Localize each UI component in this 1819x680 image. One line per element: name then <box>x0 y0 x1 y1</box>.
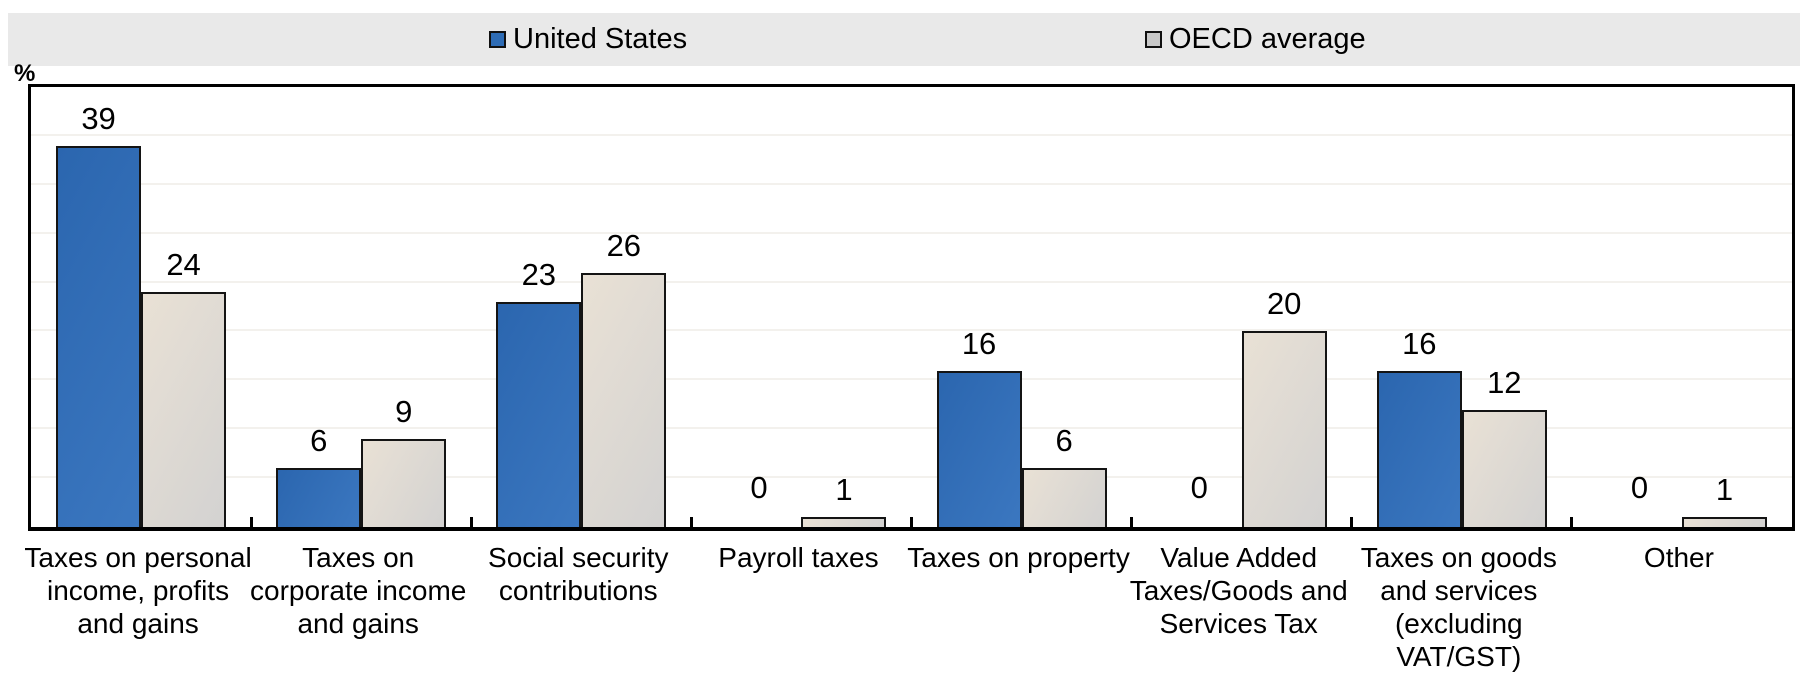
bar-cell: 0 <box>1597 87 1682 527</box>
x-axis-label: Value Added Taxes/Goods and Services Tax <box>1129 542 1348 639</box>
bar-oecd-average <box>141 292 227 527</box>
bar-group: 39 24 <box>31 87 251 527</box>
x-axis-tick <box>1130 517 1134 527</box>
x-axis-label: Payroll taxes <box>718 542 879 573</box>
bar-cell: 0 <box>1157 87 1242 527</box>
bar-group: 23 26 <box>471 87 691 527</box>
gridline <box>31 329 1792 332</box>
gridline <box>31 280 1792 283</box>
gridline <box>31 133 1792 136</box>
bar-united-states <box>496 302 582 527</box>
bar-cell: 12 <box>1461 87 1547 527</box>
bar-oecd-average <box>1681 517 1767 527</box>
plot-area: 39 24 6 9 23 26 0 1 16 6 0 20 16 12 0 1 <box>28 84 1795 531</box>
bar-value-label: 0 <box>1190 470 1208 505</box>
bar-oecd-average <box>581 273 667 527</box>
bar-oecd-average <box>1021 468 1107 527</box>
bar-value-label: 16 <box>1402 326 1437 361</box>
legend-label-united-states: United States <box>513 23 688 55</box>
legend: United States OECD average <box>8 13 1800 66</box>
bar-oecd-average <box>1461 410 1547 527</box>
bar-oecd-average <box>361 439 447 527</box>
bar-oecd-average <box>801 517 887 527</box>
x-axis-label: Taxes on corporate income and gains <box>250 542 467 639</box>
bar-cell: 0 <box>716 87 801 527</box>
bar-value-label: 0 <box>750 470 768 505</box>
bar-cell: 23 <box>496 87 582 527</box>
bar-value-label: 23 <box>521 257 557 292</box>
bar-united-states <box>1376 371 1462 527</box>
bar-value-label: 6 <box>1055 423 1073 458</box>
legend-item-oecd-average: OECD average <box>1145 13 1366 66</box>
x-axis-labels: Taxes on personal income, profits and ga… <box>24 541 1795 680</box>
bar-groups: 39 24 6 9 23 26 0 1 16 6 0 20 16 12 0 1 <box>31 87 1792 527</box>
legend-label-oecd-average: OECD average <box>1169 23 1366 55</box>
bar-united-states <box>936 371 1022 527</box>
gridline <box>31 182 1792 185</box>
x-axis-tick <box>469 517 473 527</box>
bar-cell: 6 <box>276 87 362 527</box>
legend-item-united-states: United States <box>489 13 687 66</box>
gridline <box>31 476 1792 479</box>
bar-cell: 1 <box>1681 87 1767 527</box>
x-axis-tick <box>1570 517 1574 527</box>
bar-value-label: 1 <box>1715 472 1734 507</box>
bar-cell: 6 <box>1021 87 1107 527</box>
x-axis-tick <box>689 517 693 527</box>
bar-cell: 20 <box>1241 87 1327 527</box>
x-axis-label: Social security contributions <box>488 542 669 606</box>
bar-cell: 9 <box>361 87 447 527</box>
x-axis-tick <box>910 517 913 527</box>
bar-value-label: 26 <box>606 228 642 263</box>
bar-cell: 16 <box>936 87 1022 527</box>
bar-value-label: 39 <box>81 101 116 136</box>
bar-cell: 16 <box>1376 87 1462 527</box>
bar-value-label: 20 <box>1266 286 1302 321</box>
bar-united-states <box>56 146 142 527</box>
united-states-swatch-icon <box>489 31 506 48</box>
bar-united-states <box>276 468 362 527</box>
bar-value-label: 6 <box>310 423 328 458</box>
x-axis-tick <box>249 517 253 527</box>
bar-group: 0 20 <box>1132 87 1352 527</box>
bar-value-label: 24 <box>166 247 201 282</box>
x-axis-label: Other <box>1643 542 1714 573</box>
x-axis-label: Taxes on goods and services (excluding V… <box>1360 542 1557 672</box>
bar-cell: 24 <box>141 87 227 527</box>
x-axis-label: Taxes on property <box>907 542 1130 573</box>
bar-value-label: 1 <box>835 472 853 507</box>
bar-value-label: 12 <box>1487 365 1522 400</box>
oecd-average-swatch-icon <box>1145 31 1162 48</box>
x-axis-tick <box>1350 517 1354 527</box>
bar-value-label: 0 <box>1630 470 1649 505</box>
bar-cell: 39 <box>56 87 142 527</box>
bar-group: 16 12 <box>1352 87 1572 527</box>
bar-oecd-average <box>1241 331 1327 527</box>
gridline <box>31 378 1792 381</box>
y-axis-unit-label: % <box>14 60 36 87</box>
bar-cell: 1 <box>801 87 887 527</box>
bar-cell: 26 <box>581 87 667 527</box>
bar-value-label: 16 <box>961 326 997 361</box>
bar-value-label: 9 <box>395 394 413 429</box>
x-axis-label: Taxes on personal income, profits and ga… <box>24 542 252 639</box>
gridline <box>31 427 1792 430</box>
gridline <box>31 231 1792 234</box>
bar-group: 16 6 <box>912 87 1132 527</box>
